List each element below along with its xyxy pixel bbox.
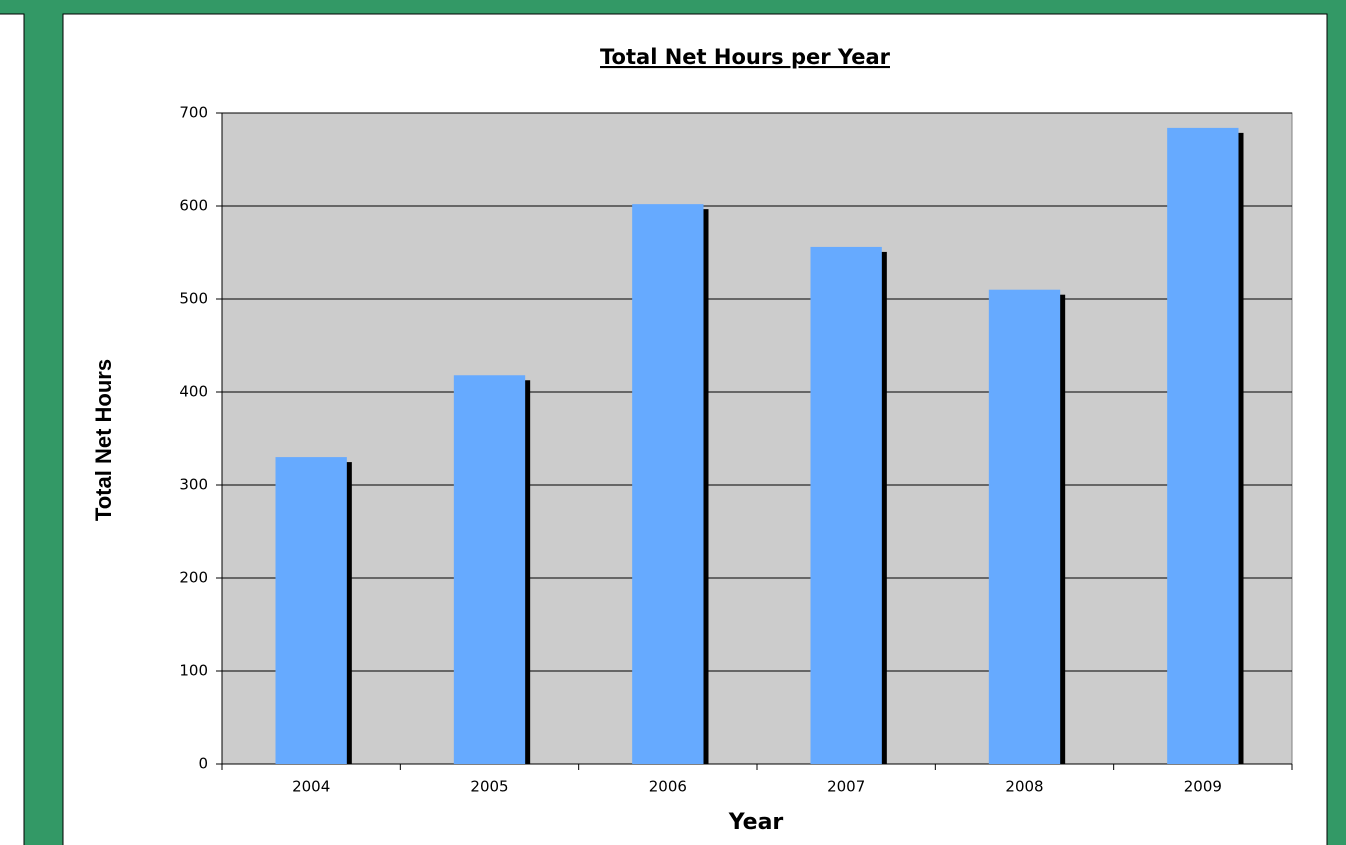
y-tick-label: 700: [179, 104, 208, 122]
y-tick-label: 0: [198, 755, 208, 773]
bar: [810, 246, 882, 765]
x-tick-label: 2007: [827, 778, 865, 796]
bar: [632, 204, 704, 764]
y-tick-label: 500: [179, 290, 208, 308]
y-tick-label: 600: [179, 197, 208, 215]
chart-title: Total Net Hours per Year: [600, 45, 891, 69]
side-panel: [0, 13, 25, 845]
bar: [275, 457, 347, 764]
y-tick-label: 300: [179, 476, 208, 494]
x-axis-label: Year: [728, 810, 784, 835]
bar: [1167, 127, 1239, 764]
x-tick-label: 2006: [649, 778, 687, 796]
plot-area: [221, 112, 1293, 765]
x-tick-label: 2004: [292, 778, 330, 796]
bar: [988, 289, 1061, 764]
x-tick-label: 2009: [1184, 778, 1222, 796]
y-tick-label: 400: [179, 383, 208, 401]
y-axis-label: Total Net Hours: [91, 359, 116, 521]
x-tick-label: 2005: [470, 778, 508, 796]
x-tick-label: 2008: [1005, 778, 1043, 796]
bar: [453, 375, 526, 764]
y-tick-label: 200: [179, 569, 208, 587]
y-tick-label: 100: [179, 662, 208, 680]
